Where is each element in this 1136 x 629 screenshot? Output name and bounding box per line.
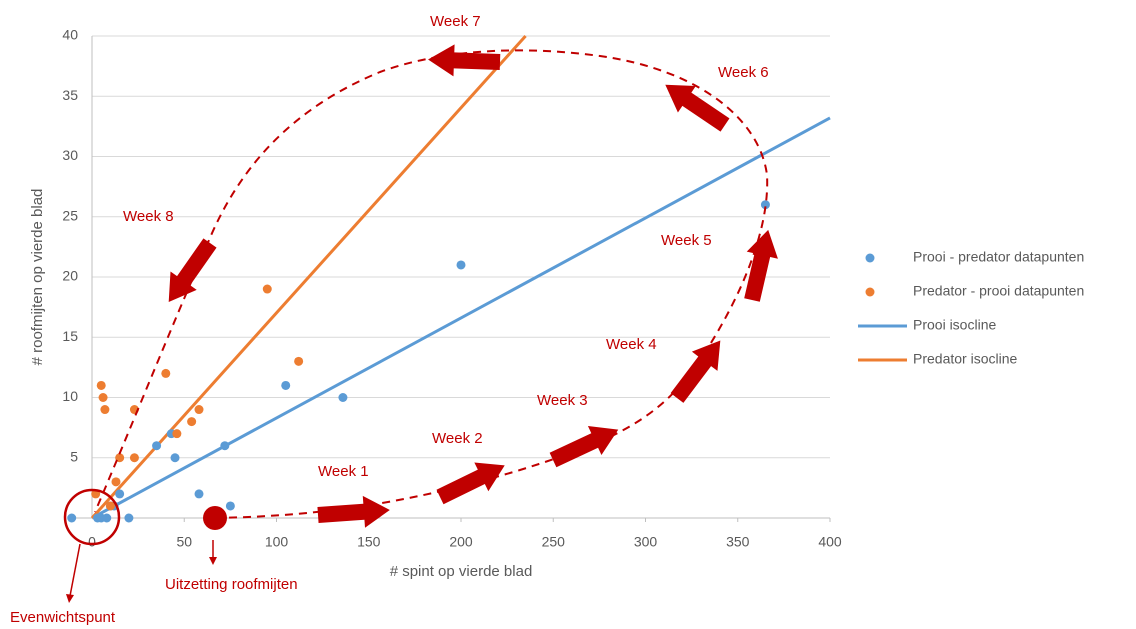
legend-label: Predator isocline [913,351,1017,367]
data-point [96,380,106,390]
x-tick-label: 250 [542,534,566,550]
legend-marker [865,253,875,263]
y-tick-label: 30 [62,147,78,163]
data-point [225,501,235,511]
data-point [456,260,466,270]
data-point [102,513,112,523]
x-tick-label: 100 [265,534,289,550]
week-label: Week 5 [661,232,712,249]
week-arrow [549,426,619,468]
data-point [338,393,348,402]
week-label: Week 4 [606,336,657,353]
equilibrium-label: Evenwichtspunt [10,609,116,626]
data-point [194,405,204,415]
data-point [161,368,171,378]
legend-label: Prooi isocline [913,317,996,333]
pointer-head [66,594,74,603]
week-label: Week 3 [537,392,588,409]
x-tick-label: 0 [88,534,96,550]
y-axis-label: # roofmijten op vierde blad [29,189,46,366]
data-point [281,380,291,390]
data-point [124,513,134,523]
y-tick-label: 40 [62,27,78,43]
x-tick-label: 200 [449,534,473,550]
week-label: Week 2 [432,430,483,447]
y-tick-label: 10 [62,388,78,404]
y-tick-label: 25 [62,207,78,223]
data-point [220,441,230,451]
data-point [187,417,197,427]
release-label: Uitzetting roofmijten [165,576,298,593]
y-tick-label: 15 [62,328,78,344]
pointer-head [209,557,217,565]
legend-marker [865,287,875,297]
release-dot [203,506,227,530]
week-arrow [168,238,217,302]
data-point [67,513,77,523]
week-label: Week 6 [718,64,769,81]
arrows [168,44,778,528]
data-point [172,429,182,439]
x-tick-label: 50 [176,534,192,550]
week-arrow [436,462,505,505]
data-point [170,453,180,463]
week-arrow [428,44,501,77]
x-tick-label: 150 [357,534,381,550]
x-axis-label: # spint op vierde blad [390,563,533,580]
data-point [111,477,121,487]
legend-label: Prooi - predator datapunten [913,249,1084,265]
data-point [115,453,125,463]
week-arrow [665,84,730,132]
x-tick-label: 300 [634,534,658,550]
isocline [91,116,831,520]
legend: Prooi - predator datapunten Predator - pr… [858,249,1084,367]
isocline [90,34,527,520]
data-point [262,284,272,294]
data-point [152,441,162,451]
week-arrow [317,495,390,528]
week-arrow [670,340,721,403]
y-tick-label: 5 [70,448,78,464]
data-point [100,405,110,415]
week-label: Week 1 [318,463,369,480]
week-label: Week 7 [430,13,481,30]
x-tick-label: 350 [726,534,750,550]
data-point [760,200,770,210]
data-point [98,393,108,402]
data-point [129,453,139,463]
data-point [105,501,115,511]
y-tick-label: 20 [62,268,78,284]
trajectory-path [94,49,769,519]
data-point [194,489,204,499]
equilibrium-pointer [69,543,81,597]
y-tick-label: 35 [62,87,78,103]
data-point [115,489,125,499]
legend-label: Predator - prooi datapunten [913,283,1084,299]
equilibrium-circle [63,488,121,546]
x-tick-label: 400 [818,534,842,550]
week-arrow [744,229,778,302]
data-point [294,356,304,366]
trajectory [94,49,769,519]
week-label: Week 8 [123,208,174,225]
